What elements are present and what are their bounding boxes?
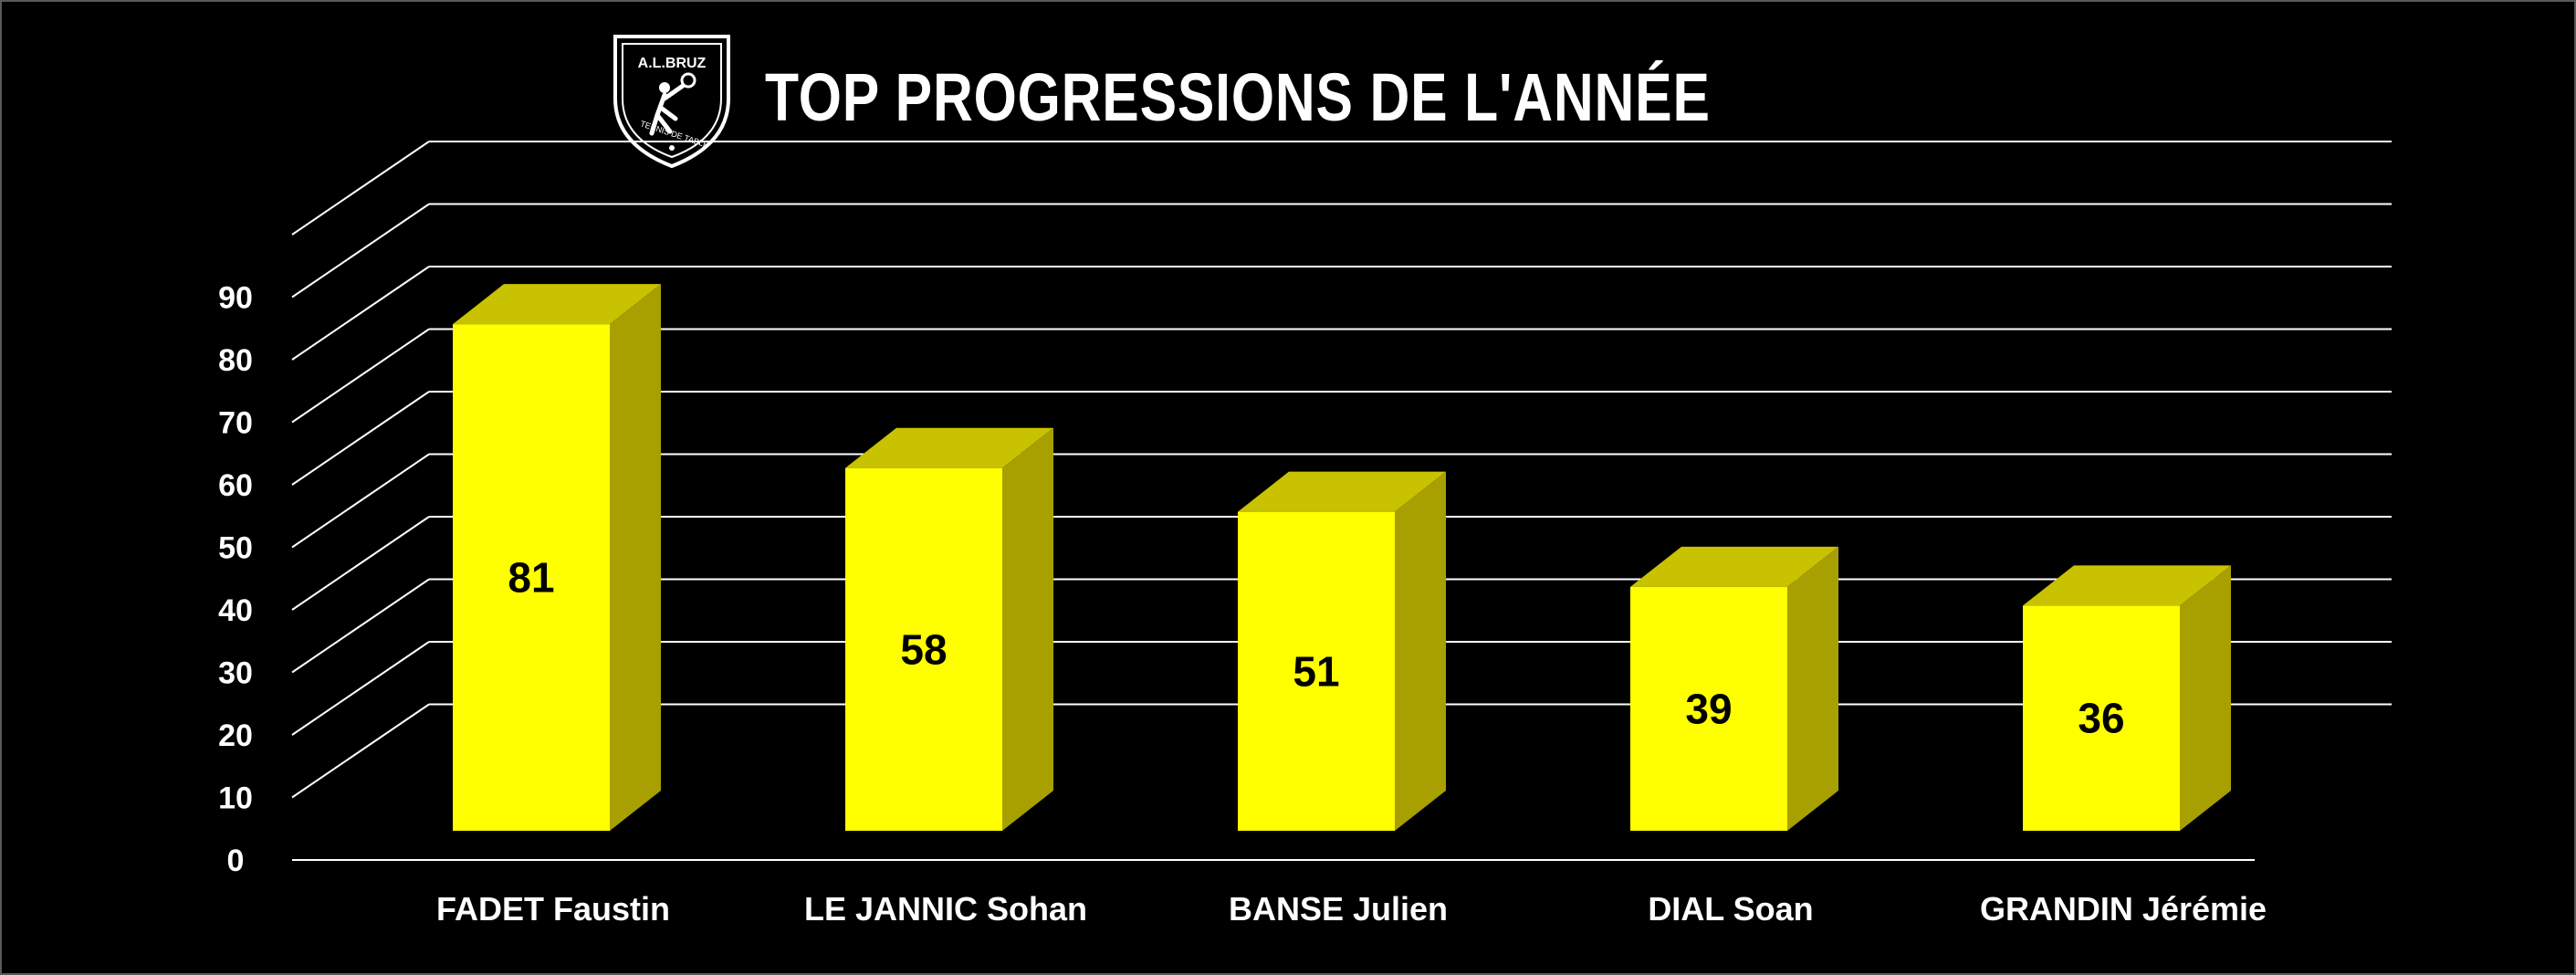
y-tick-label: 90	[218, 281, 253, 316]
bar-top	[2023, 565, 2231, 606]
y-tick-label: 20	[218, 718, 253, 753]
bar-value-label: 36	[2078, 695, 2124, 742]
gridline-diag-20	[291, 641, 430, 736]
bar-value-label: 58	[900, 625, 947, 673]
bar-side	[1395, 471, 1446, 831]
y-tick-label: 40	[218, 593, 253, 628]
gridline-diag-60	[291, 391, 430, 486]
y-tick-label: 50	[218, 531, 253, 566]
y-tick-label: 70	[218, 406, 253, 441]
bar-top	[845, 427, 1053, 468]
club-logo: A.L.BRUZ TENNIS DE TABLE	[613, 35, 730, 169]
x-category-label: BANSE Julien	[1229, 890, 1448, 928]
y-tick-label: 10	[218, 781, 253, 816]
bar-value-label: 39	[1685, 685, 1732, 732]
gridline-diag-40	[291, 516, 430, 611]
bar	[1238, 511, 1395, 831]
gridline-diag-80	[291, 266, 430, 361]
gridline-diag-100	[291, 141, 430, 236]
value-labels: 81 58 51 39 36	[508, 554, 2124, 742]
y-tick-label: 60	[218, 468, 253, 503]
x-category-label: LE JANNIC Sohan	[804, 890, 1087, 928]
bar-value-label: 51	[1293, 647, 1339, 695]
gridline-diag-30	[291, 578, 430, 674]
bar-top	[1630, 546, 1838, 587]
bar-value-label: 81	[508, 554, 554, 602]
bar	[845, 467, 1002, 831]
logo-top-text: A.L.BRUZ	[638, 56, 707, 71]
bar	[453, 324, 610, 831]
bar	[1630, 586, 1787, 831]
y-tick-label: 0	[227, 844, 245, 878]
bar-top	[1238, 471, 1446, 512]
gridline-diag-10	[291, 703, 430, 799]
x-category-label: FADET Faustin	[436, 890, 670, 928]
gridline-diag-90	[291, 203, 430, 299]
gridline-diag-50	[291, 453, 430, 549]
bar-top	[453, 284, 661, 325]
bar-side	[610, 284, 661, 831]
x-category-label: GRANDIN Jérémie	[1980, 890, 2267, 928]
bar	[2023, 605, 2180, 831]
y-tick-label: 80	[218, 343, 253, 378]
bar-side	[1002, 427, 1053, 831]
bar-side	[2180, 565, 2231, 831]
x-category-label: DIAL Soan	[1648, 890, 1813, 928]
bars	[453, 284, 2231, 831]
gridline-diag-70	[291, 328, 430, 424]
y-tick-label: 30	[218, 656, 253, 691]
x-axis-labels: FADET Faustin LE JANNIC Sohan BANSE Julien…	[436, 890, 2267, 928]
bar-side	[1787, 546, 1838, 831]
chart-title: TOP PROGRESSIONS DE L'ANNÉE	[765, 59, 1711, 135]
y-axis-ticks: 0 10 20 30 40 50 60 70 80 90	[218, 281, 253, 879]
